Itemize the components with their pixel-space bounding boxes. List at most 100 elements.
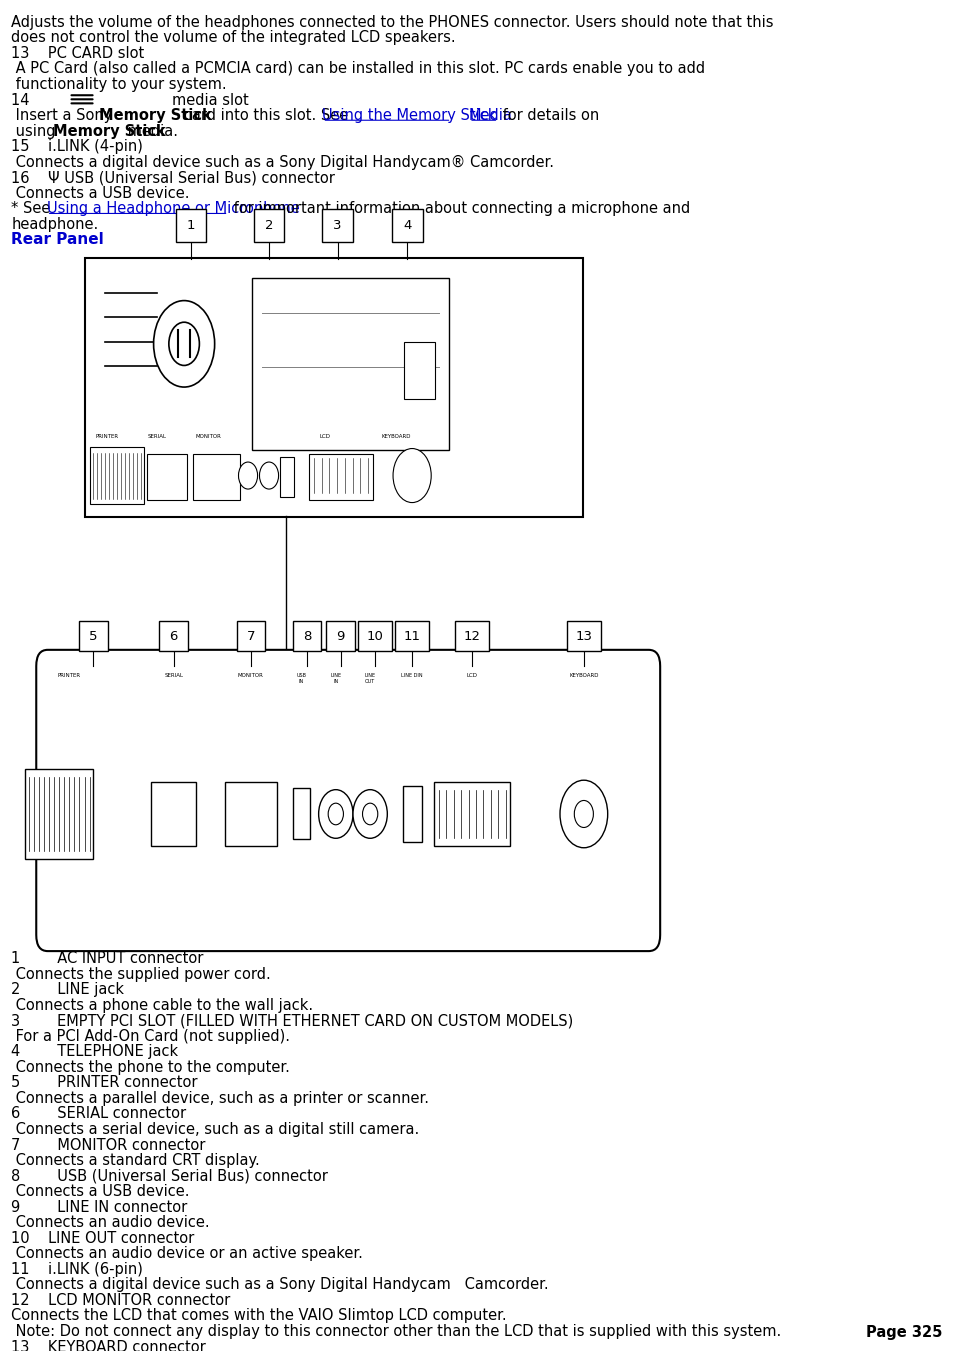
- FancyBboxPatch shape: [322, 209, 353, 242]
- Text: 4: 4: [403, 219, 411, 232]
- Circle shape: [393, 449, 431, 503]
- FancyBboxPatch shape: [392, 209, 422, 242]
- Text: using: using: [11, 123, 60, 139]
- Text: 5        PRINTER connector: 5 PRINTER connector: [11, 1075, 197, 1090]
- Text: LINE
OUT: LINE OUT: [364, 673, 375, 684]
- Text: Connects a digital device such as a Sony Digital Handycam   Camcorder.: Connects a digital device such as a Sony…: [11, 1278, 549, 1293]
- Text: PRINTER: PRINTER: [57, 673, 80, 678]
- Text: 8        USB (Universal Serial Bus) connector: 8 USB (Universal Serial Bus) connector: [11, 1169, 328, 1183]
- Circle shape: [318, 789, 353, 839]
- Text: 9: 9: [336, 630, 344, 643]
- FancyBboxPatch shape: [25, 769, 93, 859]
- Text: for details on: for details on: [497, 108, 599, 123]
- Text: card into this slot. See: card into this slot. See: [170, 108, 353, 123]
- FancyBboxPatch shape: [147, 454, 187, 500]
- Text: media.: media.: [123, 123, 178, 139]
- Text: 8: 8: [303, 630, 311, 643]
- FancyBboxPatch shape: [280, 457, 294, 497]
- Circle shape: [153, 301, 214, 388]
- Text: MONITOR: MONITOR: [195, 434, 221, 439]
- FancyBboxPatch shape: [151, 782, 196, 846]
- Text: 4        TELEPHONE jack: 4 TELEPHONE jack: [11, 1044, 178, 1059]
- Text: 6        SERIAL connector: 6 SERIAL connector: [11, 1106, 187, 1121]
- Text: Connects a digital device such as a Sony Digital Handycam® Camcorder.: Connects a digital device such as a Sony…: [11, 154, 554, 170]
- Text: KEYBOARD: KEYBOARD: [381, 434, 411, 439]
- FancyBboxPatch shape: [175, 209, 206, 242]
- Text: USB
IN: USB IN: [296, 673, 306, 684]
- FancyBboxPatch shape: [404, 342, 435, 400]
- FancyBboxPatch shape: [395, 621, 429, 651]
- Text: 11: 11: [403, 630, 420, 643]
- Text: 3        EMPTY PCI SLOT (FILLED WITH ETHERNET CARD ON CUSTOM MODELS): 3 EMPTY PCI SLOT (FILLED WITH ETHERNET C…: [11, 1013, 573, 1028]
- FancyBboxPatch shape: [455, 621, 489, 651]
- Text: Insert a Sony: Insert a Sony: [11, 108, 117, 123]
- Text: LINE
IN: LINE IN: [330, 673, 341, 684]
- Circle shape: [259, 462, 278, 489]
- Text: Rear Panel: Rear Panel: [11, 232, 104, 247]
- Text: Connects a USB device.: Connects a USB device.: [11, 185, 190, 201]
- Text: Adjusts the volume of the headphones connected to the PHONES connector. Users sh: Adjusts the volume of the headphones con…: [11, 15, 773, 30]
- Text: for important information about connecting a microphone and: for important information about connecti…: [229, 201, 689, 216]
- Text: 5: 5: [90, 630, 97, 643]
- Text: Media: Media: [469, 108, 513, 123]
- Text: Connects a phone cable to the wall jack.: Connects a phone cable to the wall jack.: [11, 997, 314, 1013]
- Text: Connects a standard CRT display.: Connects a standard CRT display.: [11, 1154, 260, 1169]
- Text: Connects a parallel device, such as a printer or scanner.: Connects a parallel device, such as a pr…: [11, 1092, 429, 1106]
- FancyBboxPatch shape: [193, 454, 240, 500]
- Text: 10: 10: [366, 630, 383, 643]
- Text: 2: 2: [265, 219, 273, 232]
- Text: Using the Memory Stick: Using the Memory Stick: [322, 108, 497, 123]
- Text: 7        MONITOR connector: 7 MONITOR connector: [11, 1138, 206, 1152]
- FancyBboxPatch shape: [434, 782, 510, 846]
- Text: Connects a USB device.: Connects a USB device.: [11, 1185, 190, 1200]
- Text: 15    i.LINK (4-pin): 15 i.LINK (4-pin): [11, 139, 143, 154]
- Circle shape: [328, 802, 343, 824]
- FancyBboxPatch shape: [225, 782, 276, 846]
- FancyBboxPatch shape: [402, 786, 421, 842]
- FancyBboxPatch shape: [566, 621, 600, 651]
- Text: LINE DIN: LINE DIN: [401, 673, 422, 678]
- Text: functionality to your system.: functionality to your system.: [11, 77, 227, 92]
- Circle shape: [574, 800, 593, 827]
- Text: For a PCI Add-On Card (not supplied).: For a PCI Add-On Card (not supplied).: [11, 1029, 290, 1044]
- Text: LCD: LCD: [466, 673, 477, 678]
- Text: Connects the phone to the computer.: Connects the phone to the computer.: [11, 1061, 290, 1075]
- Text: 12    LCD MONITOR connector: 12 LCD MONITOR connector: [11, 1293, 231, 1308]
- Text: Page 325: Page 325: [865, 1325, 942, 1340]
- Text: Connects the LCD that comes with the VAIO Slimtop LCD computer.: Connects the LCD that comes with the VAI…: [11, 1309, 507, 1324]
- Circle shape: [169, 323, 199, 366]
- Text: * See: * See: [11, 201, 55, 216]
- Text: SERIAL: SERIAL: [164, 673, 183, 678]
- FancyBboxPatch shape: [85, 258, 582, 517]
- Text: SERIAL: SERIAL: [148, 434, 167, 439]
- FancyBboxPatch shape: [309, 454, 373, 500]
- Text: 13    KEYBOARD connector: 13 KEYBOARD connector: [11, 1340, 206, 1351]
- FancyBboxPatch shape: [236, 621, 265, 651]
- Text: Using a Headphone or Microphone: Using a Headphone or Microphone: [47, 201, 299, 216]
- FancyBboxPatch shape: [36, 650, 659, 951]
- Text: does not control the volume of the integrated LCD speakers.: does not control the volume of the integ…: [11, 31, 456, 46]
- FancyBboxPatch shape: [90, 447, 144, 504]
- FancyBboxPatch shape: [357, 621, 392, 651]
- Text: A PC Card (also called a PCMCIA card) can be installed in this slot. PC cards en: A PC Card (also called a PCMCIA card) ca…: [11, 61, 705, 77]
- Text: 2        LINE jack: 2 LINE jack: [11, 982, 124, 997]
- FancyBboxPatch shape: [253, 209, 284, 242]
- Text: headphone.: headphone.: [11, 216, 98, 232]
- Circle shape: [559, 781, 607, 848]
- Text: 7: 7: [247, 630, 254, 643]
- Text: PRINTER: PRINTER: [95, 434, 118, 439]
- FancyBboxPatch shape: [293, 789, 310, 839]
- Text: 10    LINE OUT connector: 10 LINE OUT connector: [11, 1231, 194, 1246]
- Text: 1: 1: [187, 219, 194, 232]
- Text: media slot: media slot: [172, 92, 248, 108]
- Text: KEYBOARD: KEYBOARD: [569, 673, 598, 678]
- Circle shape: [238, 462, 257, 489]
- FancyBboxPatch shape: [252, 278, 449, 450]
- Text: 16    Ψ USB (Universal Serial Bus) connector: 16 Ψ USB (Universal Serial Bus) connecto…: [11, 170, 335, 185]
- Text: 13: 13: [575, 630, 592, 643]
- FancyBboxPatch shape: [326, 621, 355, 651]
- Text: Connects an audio device or an active speaker.: Connects an audio device or an active sp…: [11, 1247, 363, 1262]
- Circle shape: [353, 789, 387, 839]
- Text: Connects the supplied power cord.: Connects the supplied power cord.: [11, 967, 271, 982]
- Text: 14: 14: [11, 92, 39, 108]
